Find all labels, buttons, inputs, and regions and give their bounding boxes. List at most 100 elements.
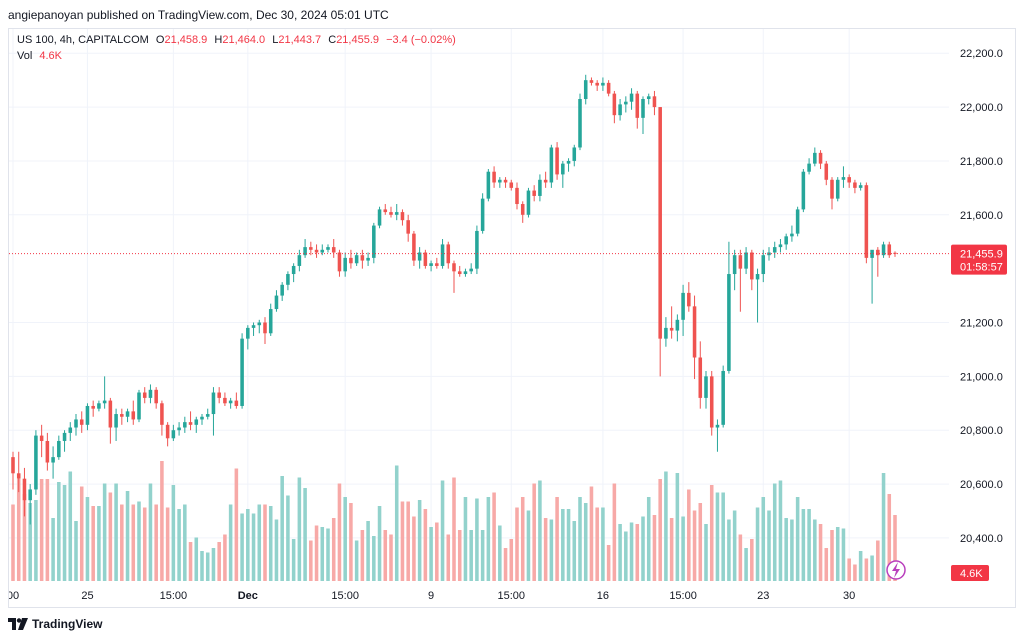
candle (618, 99, 622, 121)
time-tick-label: 15:00 (498, 590, 526, 602)
candle (137, 389, 141, 423)
volume-bar (183, 504, 187, 581)
volume-bar (778, 480, 783, 581)
volume-bar (234, 468, 239, 581)
candle (160, 400, 164, 436)
volume-bar (160, 461, 164, 581)
volume-bar (618, 524, 622, 581)
low-value: 21,443.7 (278, 34, 322, 46)
volume-bar (291, 539, 296, 581)
volume-bar (715, 492, 720, 581)
candle-body (377, 209, 382, 226)
candle-body (715, 424, 720, 428)
volume-bar (469, 530, 473, 581)
candle-body (263, 322, 267, 334)
candle (194, 416, 199, 433)
volume-bar (515, 507, 519, 581)
volume-badge: 4.6K (951, 565, 989, 581)
candle-body (400, 212, 405, 221)
candle (492, 166, 496, 188)
candle (131, 400, 136, 425)
candle (429, 260, 433, 272)
volume-bar (446, 534, 451, 581)
candle (681, 284, 685, 336)
candle (326, 244, 330, 253)
volume-bar (125, 491, 130, 581)
volume-bar (727, 519, 731, 581)
volume-bar (658, 479, 662, 581)
candle (876, 247, 880, 277)
volume-bar (263, 504, 267, 581)
candle-body (39, 435, 44, 441)
candle (228, 397, 233, 409)
candle (721, 365, 725, 428)
volume-bar (801, 509, 806, 581)
candle-body (286, 274, 290, 285)
candle-body (74, 419, 78, 428)
candle-body (326, 247, 330, 250)
candle-body (652, 96, 657, 108)
candle (652, 90, 657, 116)
candle-body (383, 209, 388, 213)
candle-body (280, 284, 284, 296)
open-label: O (155, 34, 165, 46)
volume-bar (543, 518, 548, 581)
price-axis[interactable]: 22,200.0 22,000.0 21,800.0 21,600.0 21,200.0… (960, 48, 1003, 545)
candle-body (824, 163, 829, 180)
volume-bar (91, 506, 95, 581)
candle (463, 268, 468, 277)
candle (486, 169, 491, 202)
volume-bar (85, 497, 90, 581)
volume-bar (57, 482, 61, 581)
candle (566, 158, 571, 172)
tradingview-logo-icon[interactable] (8, 617, 28, 630)
volume-bar (34, 500, 38, 581)
price-tick-label: 22,000.0 (960, 102, 1003, 114)
candle (183, 416, 187, 433)
candle-body (709, 376, 714, 428)
brand-name[interactable]: TradingView (32, 616, 103, 631)
candle (263, 317, 267, 345)
symbol-label[interactable]: US 100, 4h, CAPITALCOM (17, 34, 149, 46)
candle-body (858, 185, 863, 188)
candle-body (646, 96, 651, 100)
candle-body (228, 400, 233, 404)
candle (795, 206, 800, 237)
time-tick-label: 15:00 (669, 590, 697, 602)
candle (629, 88, 634, 110)
candle-body (91, 405, 95, 409)
volume-bar (589, 486, 594, 581)
candle-body (200, 416, 204, 420)
volume-bar (652, 515, 657, 581)
candle (11, 451, 15, 490)
candle (870, 249, 874, 304)
candle (286, 271, 290, 291)
candle-body (406, 220, 410, 234)
candle (34, 430, 38, 495)
candle (744, 247, 748, 275)
volume-bar (389, 534, 393, 581)
candlestick-chart[interactable]: 22,200.0 22,000.0 21,800.0 21,600.0 21,200.0… (9, 29, 1015, 607)
candle-body (165, 424, 170, 439)
candle (515, 182, 519, 210)
candle (343, 252, 347, 277)
candle (303, 239, 307, 258)
candle-body (509, 182, 514, 188)
volume-bar (561, 509, 565, 581)
volume-bar (246, 509, 250, 581)
volume-bar (526, 510, 531, 581)
price-tick-label: 21,000.0 (960, 371, 1003, 383)
candle (727, 241, 731, 374)
candle (148, 384, 153, 404)
time-axis[interactable]: 00 25 15:00 Dec 15:00 9 15:00 16 15:00 23 30 (9, 590, 855, 602)
candle-body (440, 244, 445, 266)
candle (205, 408, 210, 420)
volume-bar (549, 519, 554, 581)
header: angiepanoyan published on TradingView.co… (0, 0, 1024, 28)
candle (354, 252, 359, 266)
lightning-icon[interactable] (886, 560, 906, 580)
candle-body (778, 244, 783, 248)
candle-body (681, 292, 685, 320)
candle-body (457, 271, 462, 275)
candle-body (784, 236, 788, 245)
